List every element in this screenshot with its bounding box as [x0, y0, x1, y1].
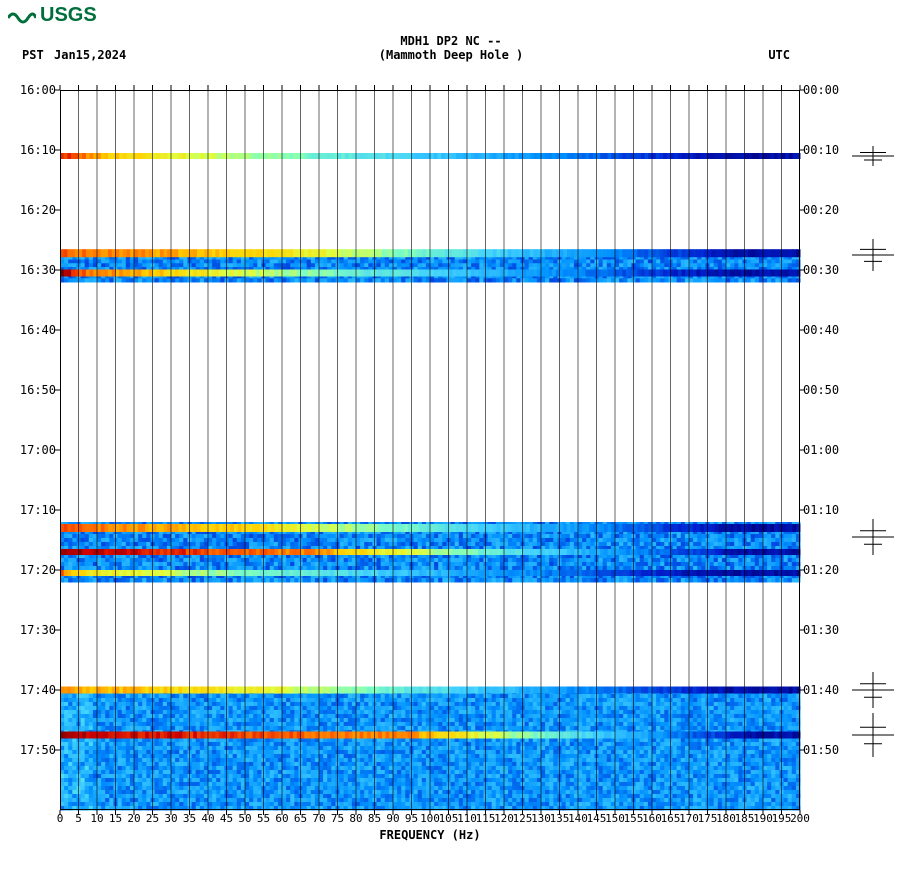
x-tick-label: 125 [513, 812, 533, 825]
y-right-tick-label: 01:10 [803, 503, 845, 517]
utc-label: UTC [768, 48, 790, 62]
y-left-tick-label: 17:50 [0, 743, 56, 757]
x-tick-label: 120 [494, 812, 514, 825]
y-left-tick-label: 16:50 [0, 383, 56, 397]
y-right-tick-label: 00:00 [803, 83, 845, 97]
x-tick-label: 170 [679, 812, 699, 825]
y-right-tick-label: 00:40 [803, 323, 845, 337]
x-tick-label: 115 [476, 812, 496, 825]
y-left-tick-label: 17:10 [0, 503, 56, 517]
x-tick-label: 100 [420, 812, 440, 825]
y-left-tick-label: 16:20 [0, 203, 56, 217]
x-tick-label: 15 [109, 812, 122, 825]
y-right-tick-label: 00:50 [803, 383, 845, 397]
x-tick-label: 50 [238, 812, 251, 825]
y-right-tick-label: 01:50 [803, 743, 845, 757]
y-right-tick-label: 01:00 [803, 443, 845, 457]
y-right-tick-label: 00:10 [803, 143, 845, 157]
y-right-tick-label: 01:30 [803, 623, 845, 637]
x-tick-label: 40 [201, 812, 214, 825]
x-tick-label: 110 [457, 812, 477, 825]
x-tick-label: 70 [312, 812, 325, 825]
x-tick-label: 60 [275, 812, 288, 825]
x-tick-label: 80 [349, 812, 362, 825]
y-left-tick-label: 16:10 [0, 143, 56, 157]
x-tick-label: 55 [257, 812, 270, 825]
y-right-tick-label: 01:40 [803, 683, 845, 697]
x-tick-label: 105 [439, 812, 459, 825]
y-left-tick-label: 16:30 [0, 263, 56, 277]
x-tick-label: 180 [716, 812, 736, 825]
x-tick-label: 165 [661, 812, 681, 825]
amplitude-markers [850, 90, 896, 810]
x-tick-label: 10 [90, 812, 103, 825]
x-tick-label: 150 [605, 812, 625, 825]
usgs-wave-icon [8, 8, 36, 24]
usgs-logo: USGS [8, 4, 97, 27]
x-tick-label: 190 [753, 812, 773, 825]
y-left-tick-label: 17:40 [0, 683, 56, 697]
x-tick-label: 145 [587, 812, 607, 825]
y-left-tick-label: 17:00 [0, 443, 56, 457]
date-label: Jan15,2024 [54, 48, 126, 62]
x-tick-label: 75 [331, 812, 344, 825]
usgs-logo-text: USGS [40, 4, 97, 27]
title-line1: MDH1 DP2 NC -- [0, 34, 902, 48]
y-right-tick-label: 00:30 [803, 263, 845, 277]
x-tick-label: 135 [550, 812, 570, 825]
x-tick-label: 140 [568, 812, 588, 825]
x-tick-label: 65 [294, 812, 307, 825]
x-tick-label: 35 [183, 812, 196, 825]
y-right-tick-label: 01:20 [803, 563, 845, 577]
chart-title: MDH1 DP2 NC -- (Mammoth Deep Hole ) [0, 34, 902, 62]
x-tick-label: 95 [405, 812, 418, 825]
title-line2: (Mammoth Deep Hole ) [0, 48, 902, 62]
x-axis-ticks: 0510152025303540455055606570758085909510… [60, 812, 800, 826]
x-tick-label: 130 [531, 812, 551, 825]
y-right-tick-label: 00:20 [803, 203, 845, 217]
x-tick-label: 160 [642, 812, 662, 825]
x-tick-label: 90 [386, 812, 399, 825]
y-left-tick-label: 16:40 [0, 323, 56, 337]
x-tick-label: 155 [624, 812, 644, 825]
x-tick-label: 45 [220, 812, 233, 825]
x-tick-label: 30 [164, 812, 177, 825]
x-tick-label: 25 [146, 812, 159, 825]
x-tick-label: 195 [772, 812, 792, 825]
x-tick-label: 5 [75, 812, 82, 825]
y-axis-left-ticks: 16:0016:1016:2016:3016:4016:5017:0017:10… [0, 90, 56, 810]
x-tick-label: 85 [368, 812, 381, 825]
pst-label: PST [22, 48, 44, 62]
x-tick-label: 185 [735, 812, 755, 825]
y-axis-right-ticks: 00:0000:1000:2000:3000:4000:5001:0001:10… [803, 90, 845, 810]
y-left-tick-label: 16:00 [0, 83, 56, 97]
y-left-tick-label: 17:30 [0, 623, 56, 637]
spectrogram-plot [60, 90, 800, 810]
y-left-tick-label: 17:20 [0, 563, 56, 577]
x-axis-label: FREQUENCY (Hz) [60, 828, 800, 842]
x-tick-label: 20 [127, 812, 140, 825]
x-tick-label: 200 [790, 812, 810, 825]
x-tick-label: 175 [698, 812, 718, 825]
x-tick-label: 0 [57, 812, 64, 825]
